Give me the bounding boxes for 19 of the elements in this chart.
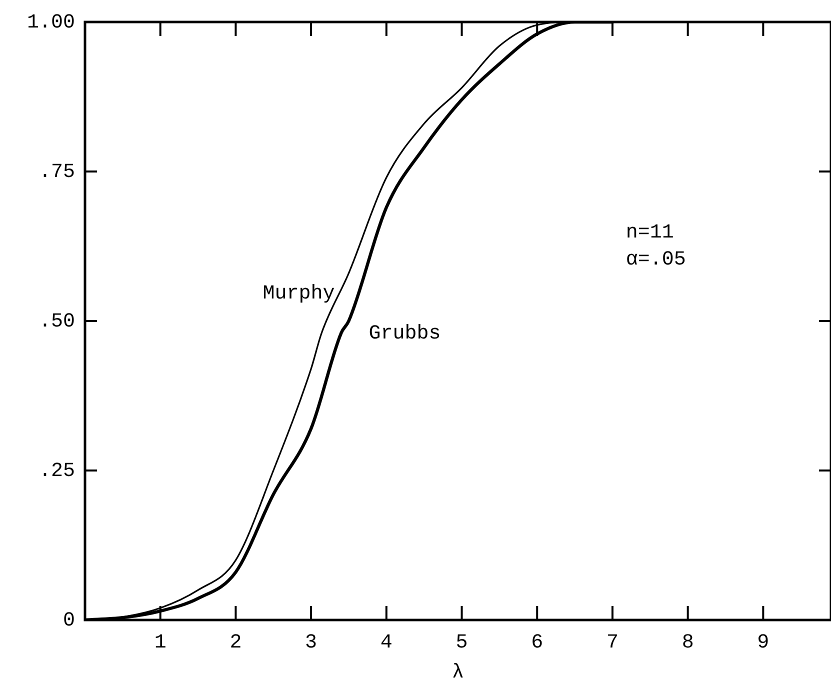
- series-label: Murphy: [262, 282, 335, 306]
- x-tick-label: 9: [757, 631, 770, 654]
- y-tick-label: 1.00: [26, 11, 75, 34]
- series-label: Grubbs: [368, 322, 441, 346]
- x-tick-label: 4: [380, 631, 392, 654]
- x-tick-label: 3: [305, 631, 318, 654]
- x-tick-label: 5: [456, 631, 468, 654]
- x-tick-label: 2: [230, 631, 242, 654]
- y-tick-label: .25: [38, 460, 75, 483]
- x-tick-label: 8: [682, 631, 694, 654]
- x-tick-label: 7: [606, 631, 618, 654]
- annotation: n=11: [626, 221, 674, 244]
- y-tick-label: .75: [38, 160, 75, 184]
- annotation: α=.05: [626, 248, 686, 272]
- y-tick-label: 0: [62, 609, 75, 632]
- x-axis-title: λ: [452, 661, 464, 684]
- x-tick-label: 1: [154, 631, 166, 654]
- x-tick-label: 6: [531, 631, 544, 654]
- y-tick-label: .50: [38, 310, 75, 334]
